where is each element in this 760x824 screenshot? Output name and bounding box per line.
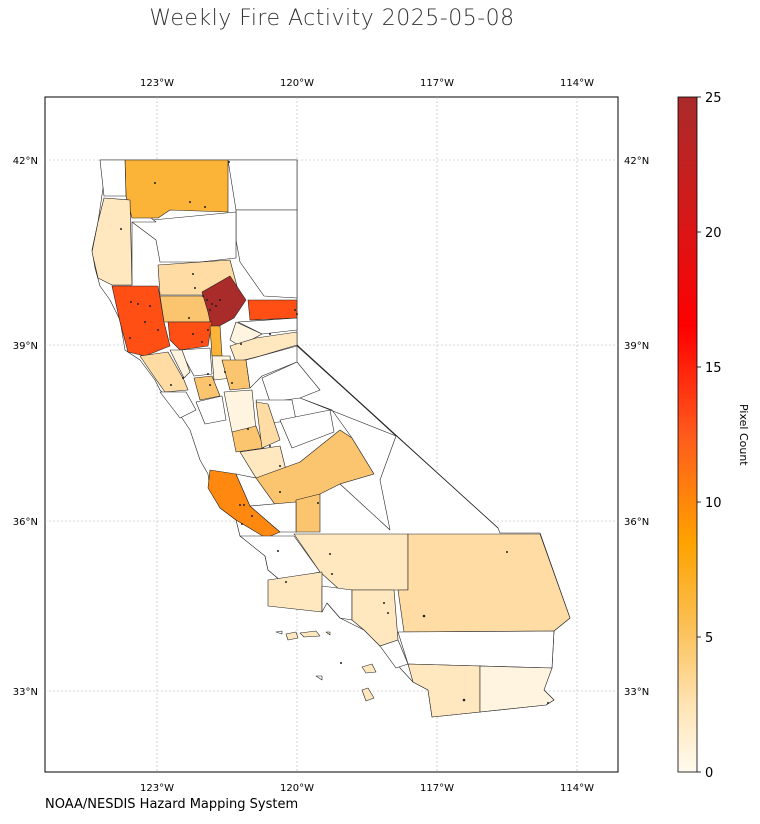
island-7 [325,631,331,636]
lat-right-4: 33°N [624,687,649,698]
county-colusa [167,321,213,351]
island-4 [361,663,377,674]
island-1 [285,631,299,641]
county-mono [261,361,321,403]
county-glenn [159,295,211,323]
cbar-tick-10: 10 [705,496,722,511]
county-sutter [209,325,223,357]
county-yolo [179,347,213,377]
county-humboldt-coast [91,197,133,286]
lon-top-1: 123°W [140,78,174,89]
lat-right-1: 42°N [624,156,649,167]
county-butte [201,275,247,331]
map-title: Weekly Fire Activity 2025-05-08 [149,6,515,31]
lat-right-2: 39°N [624,341,649,352]
lat-left-3: 36°N [13,517,38,528]
county-kings [249,501,297,533]
county-sanbernardino [397,533,571,633]
lon-bottom-1: 123°W [140,783,174,794]
county-imperial [479,665,555,713]
colorbar-label: Pixel Count [737,404,750,466]
county-siskiyou [124,159,229,219]
island-5 [361,687,375,702]
county-delnorte [99,159,127,197]
lon-top-2: 120°W [280,78,314,89]
axis-labels: 123°W 120°W 117°W 114°W 123°W 120°W 117°… [13,78,649,794]
county-napa [169,349,191,379]
county-alameda [195,395,227,425]
cbar-tick-0: 0 [705,766,713,781]
island-6 [315,675,323,681]
counties [91,159,571,718]
lon-bottom-4: 114°W [560,783,594,794]
lat-left-2: 39°N [13,341,38,352]
county-mendocino [111,285,171,357]
cbar-tick-15: 15 [705,361,722,376]
lat-left-1: 42°N [13,156,38,167]
county-sonoma [139,351,189,393]
county-alpine [245,345,298,389]
lon-bottom-3: 117°W [420,783,454,794]
lat-right-3: 36°N [624,517,649,528]
county-inyo [299,397,397,531]
island-2 [299,630,321,638]
lon-top-4: 114°W [560,78,594,89]
county-merced [255,401,281,449]
county-riverside [397,630,555,669]
cbar-tick-5: 5 [705,631,713,646]
county-marin [159,391,197,419]
island-3 [275,630,283,635]
colorbar [677,96,698,773]
county-tulare [295,493,321,533]
colorbar-ticks [697,96,701,773]
source-credit: NOAA/NESDIS Hazard Mapping System [45,797,299,812]
colorbar-tick-labels: 0 5 10 15 20 25 [705,91,722,781]
county-solano [193,375,221,401]
cbar-tick-20: 20 [705,226,722,241]
lat-left-4: 33°N [13,687,38,698]
lon-bottom-2: 120°W [280,783,314,794]
county-plumas [247,299,298,321]
county-mariposa [279,409,335,449]
county-modoc [227,159,298,211]
cbar-tick-25: 25 [705,91,722,106]
fire-points [120,161,549,704]
lon-top-3: 117°W [420,78,454,89]
